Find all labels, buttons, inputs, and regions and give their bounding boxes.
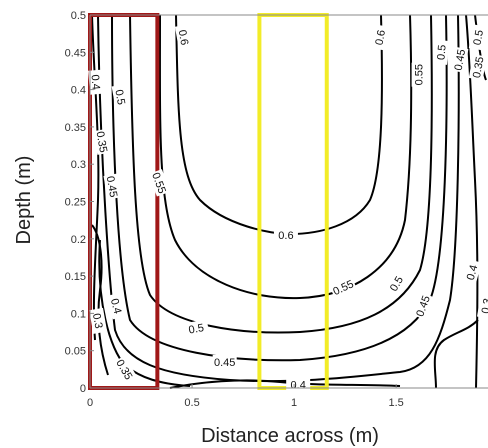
y-tick-label: 0.2 [71,234,86,246]
contour-line [97,14,460,383]
y-tick-labels: 0 0.05 0.1 0.15 0.2 0.25 0.3 0.35 0.4 0.45 0.5 [65,10,94,395]
contour-label-bg [450,46,469,73]
contour-line [158,14,413,300]
contour-label-bg [212,354,237,369]
contour-line [465,14,479,389]
contour-label: 0.35 [471,56,487,79]
contour-label-bg [370,24,389,51]
contour-label-bg [89,307,108,334]
contour-label-bg [93,128,112,155]
contour-labels: 0.6 0.60.60.550.550.550.50.50.50.50.450.4… [88,24,488,392]
contour-label-bg [111,84,130,111]
contour-label-bg [273,228,298,243]
contour-line [129,14,433,334]
contour-label: 0.6 [374,29,388,46]
y-tick-label: 0.1 [71,308,86,320]
y-tick-label: 0.25 [65,197,86,209]
contour-label-bg [88,69,105,95]
contour-line [91,14,100,341]
contour-label-bg [174,24,193,51]
contour-label: 0.45 [414,294,433,318]
x-tick-labels: 0 0.5 1 1.5 [87,384,404,409]
contour-label: 0.55 [149,171,168,195]
contour-label-bg [468,24,487,51]
contour-label: 0.3 [480,298,488,315]
y-tick-label: 0.15 [65,271,86,283]
contour-label-bg [411,62,426,87]
contour-line [433,319,479,389]
contour-line [175,14,383,236]
contour-label: 0.55 [414,64,426,85]
contour-line [169,379,401,389]
contour-label-bg [103,173,122,200]
contour-line [474,14,487,81]
contour-label-bg [384,269,409,298]
contour-label-bg [329,275,357,299]
y-tick-label: 0.4 [71,85,86,97]
contour-label-bg [112,355,137,384]
contour-label-bg [476,292,488,319]
contour-label-bg [433,39,450,65]
contour-label-bg [461,258,482,286]
contour-line [91,224,109,376]
y-tick-label: 0 [80,383,86,395]
contour-label: 0.4 [465,264,481,282]
x-tick-label: 1 [291,397,297,409]
y-tick-label: 0.5 [71,10,86,22]
x-tick-label: 1.5 [389,397,404,409]
contour-label: 0.4 [291,379,306,391]
contour-label: 0.5 [435,44,448,60]
x-tick-label: 0 [87,397,93,409]
contour-label: 0.4 [108,297,124,315]
contour-label: 0.45 [214,357,235,369]
contour-label: 0.4 [88,74,101,90]
contour-label: 0.3 [90,312,104,329]
x-axis-title: Distance across (m) [201,425,379,447]
contour-label-bg [412,292,434,320]
contour-label: 0.55 [331,278,355,298]
contour-label: 0.6 [278,230,293,242]
contour-lines [91,14,487,389]
y-tick-label: 0.05 [65,346,86,358]
contour-label-bg [148,169,171,197]
contour-label: 0.5 [112,89,126,106]
contour-label: 0.6 [176,29,190,46]
contour-label: 0.5 [472,29,486,46]
y-tick-label: 0.35 [65,122,86,134]
y-tick-label: 0.45 [65,47,86,59]
contour-label: 0.45 [104,175,120,198]
y-axis-title: Depth (m) [13,156,35,245]
contour-label: 0.35 [93,130,109,153]
contour-label: 0.5 [188,322,205,336]
contour-label: 0.45 [453,48,469,71]
contour-label-bg [106,292,127,320]
contour-line [111,14,448,362]
contour-label-bg [468,54,487,81]
y-tick-label: 0.3 [71,159,86,171]
contour-label-bg [183,319,210,338]
x-tick-label: 0.5 [184,397,199,409]
